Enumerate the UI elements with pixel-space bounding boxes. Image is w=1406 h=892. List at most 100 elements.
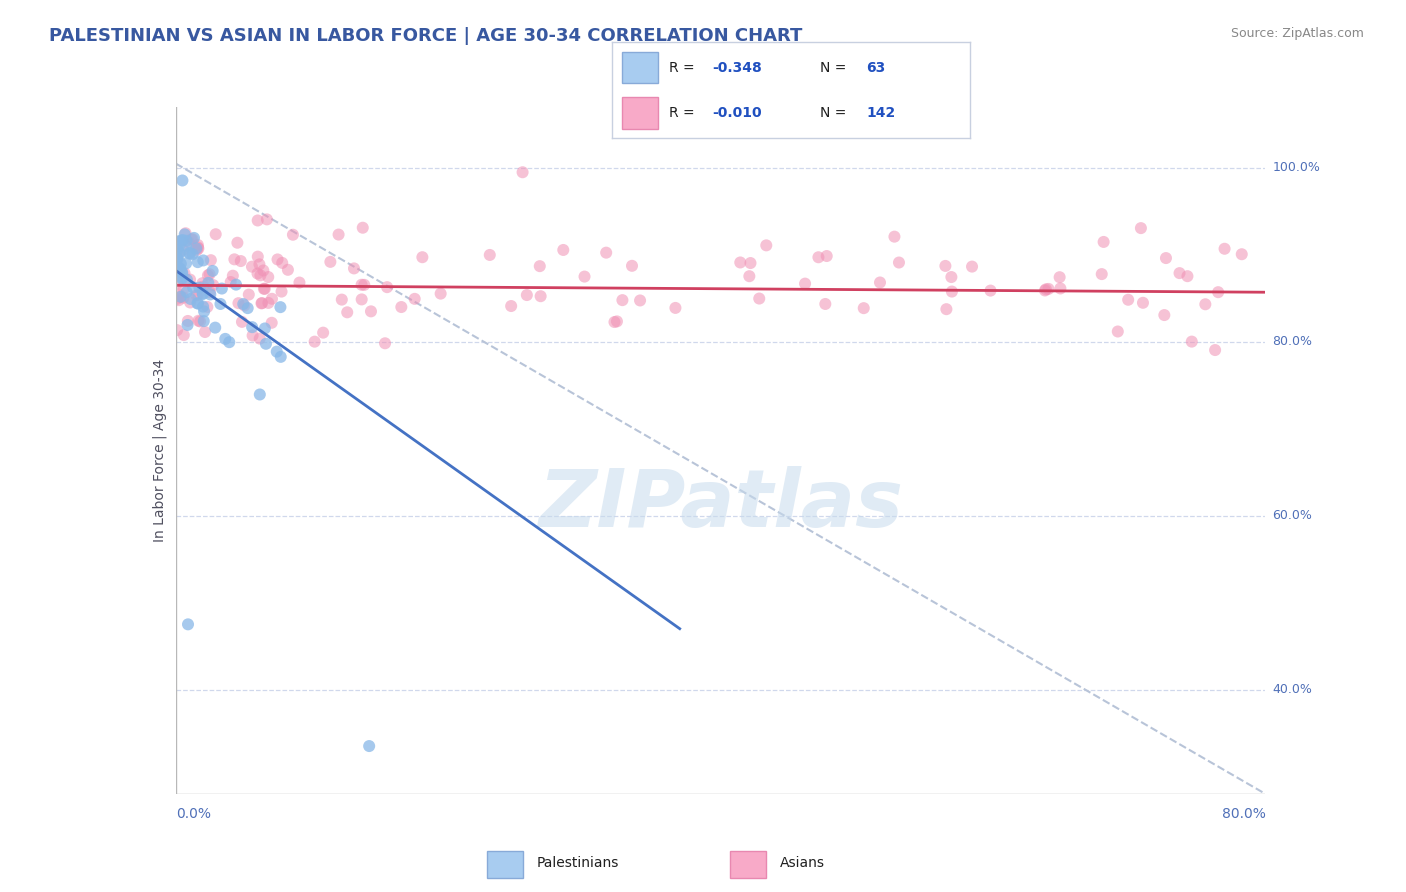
Point <box>281 227 304 242</box>
Point <box>176 234 198 248</box>
Point <box>198 285 221 299</box>
Point <box>177 617 200 632</box>
Point <box>249 257 271 271</box>
Point <box>304 334 326 349</box>
Point <box>191 276 214 290</box>
Point <box>852 301 875 315</box>
Text: -0.348: -0.348 <box>711 61 762 75</box>
Point <box>887 255 910 269</box>
Point <box>1177 269 1199 284</box>
Point <box>169 246 191 260</box>
Text: 60.0%: 60.0% <box>1272 509 1312 522</box>
Point <box>187 314 209 328</box>
Point <box>312 326 335 340</box>
Point <box>512 165 534 179</box>
Text: R =: R = <box>669 61 699 75</box>
Point <box>246 267 269 281</box>
Point <box>1092 235 1115 249</box>
Text: Source: ZipAtlas.com: Source: ZipAtlas.com <box>1230 27 1364 40</box>
Point <box>226 235 249 250</box>
Point <box>814 297 837 311</box>
Point <box>170 257 193 271</box>
Point <box>350 277 373 292</box>
Point <box>170 290 193 304</box>
Point <box>167 239 190 253</box>
Point <box>253 282 276 296</box>
Point <box>176 273 198 287</box>
Point <box>194 325 217 339</box>
Point <box>1049 281 1071 295</box>
Point <box>181 232 204 246</box>
Point <box>166 252 188 266</box>
Point <box>187 255 209 269</box>
Point <box>250 296 273 310</box>
Bar <box>730 851 766 879</box>
Point <box>269 300 291 314</box>
Point <box>202 278 225 293</box>
Point <box>960 260 983 274</box>
Point <box>941 285 963 299</box>
Point <box>191 286 214 301</box>
Point <box>170 271 193 285</box>
Point <box>1091 267 1114 281</box>
Point <box>350 293 373 307</box>
Point <box>529 259 551 273</box>
Point <box>1107 325 1129 339</box>
Point <box>170 270 193 285</box>
Point <box>815 249 838 263</box>
Point <box>187 296 209 310</box>
Point <box>232 297 254 311</box>
Point <box>238 287 260 301</box>
Text: N =: N = <box>820 61 851 75</box>
Point <box>516 288 538 302</box>
Point <box>219 275 242 289</box>
Point <box>200 253 222 268</box>
Point <box>204 320 226 334</box>
Point <box>1038 282 1060 296</box>
Point <box>935 302 957 317</box>
Point <box>231 315 253 329</box>
Point <box>209 297 232 311</box>
Point <box>179 292 201 306</box>
Point <box>176 285 198 299</box>
Point <box>328 227 350 242</box>
Point <box>574 269 596 284</box>
Point <box>740 256 762 270</box>
Point <box>249 332 271 346</box>
Point <box>270 350 292 364</box>
Y-axis label: In Labor Force | Age 30-34: In Labor Force | Age 30-34 <box>153 359 167 542</box>
Point <box>170 266 193 280</box>
Point <box>167 287 190 301</box>
Point <box>187 240 209 254</box>
Text: N =: N = <box>820 106 851 120</box>
Point <box>1033 284 1056 298</box>
Text: PALESTINIAN VS ASIAN IN LABOR FORCE | AGE 30-34 CORRELATION CHART: PALESTINIAN VS ASIAN IN LABOR FORCE | AG… <box>49 27 803 45</box>
Point <box>730 255 752 269</box>
Point <box>242 328 264 343</box>
Point <box>166 323 188 337</box>
Point <box>193 253 215 268</box>
Point <box>270 285 292 299</box>
Point <box>360 304 382 318</box>
Point <box>167 293 190 308</box>
Point <box>277 262 299 277</box>
Point <box>188 280 211 294</box>
Point <box>229 254 252 268</box>
Point <box>200 287 222 301</box>
Point <box>218 335 240 350</box>
Point <box>595 245 617 260</box>
Point <box>807 250 830 264</box>
Point <box>173 328 195 343</box>
Point <box>197 276 219 290</box>
Point <box>173 266 195 280</box>
Point <box>222 268 245 283</box>
Text: 142: 142 <box>866 106 896 120</box>
Point <box>941 270 963 285</box>
Point <box>246 213 269 227</box>
Text: 80.0%: 80.0% <box>1222 807 1265 821</box>
Text: 100.0%: 100.0% <box>1272 161 1320 175</box>
Point <box>233 298 256 312</box>
Point <box>179 272 201 286</box>
Point <box>319 255 342 269</box>
Point <box>253 282 276 296</box>
